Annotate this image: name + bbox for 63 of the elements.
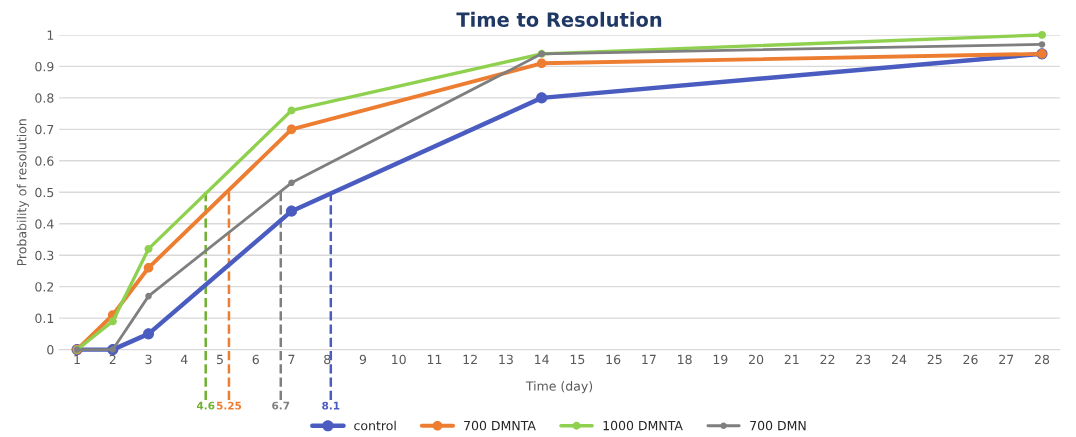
y-tick-label: 0.5 [35, 187, 54, 198]
point [288, 179, 295, 187]
x-tick-label: 28 [1034, 354, 1050, 365]
y-tick-label: 0.7 [35, 124, 54, 135]
x-tick-label: 17 [642, 354, 656, 364]
x-tick-label: 26 [963, 354, 978, 365]
y-tick-label: 1 [47, 30, 54, 40]
point [536, 58, 547, 69]
legend-label: 1000 DMNTA [603, 420, 683, 431]
y-tick-label: 0.2 [35, 282, 54, 292]
x-tick-label: 14 [535, 354, 549, 364]
y-tick-label: 0.3 [35, 250, 54, 261]
x-tick-label: 18 [678, 354, 692, 365]
x-tick-label: 21 [784, 354, 799, 364]
point [143, 263, 154, 273]
point [1038, 41, 1046, 48]
ref-line-label: 4.6 [196, 401, 215, 410]
point [286, 124, 297, 135]
point [1037, 30, 1047, 39]
x-tick-label: 2 [109, 354, 116, 364]
x-tick-label: 16 [606, 354, 621, 365]
y-tick-label: 0 [47, 345, 54, 355]
ref-line-label: 6.7 [272, 401, 290, 410]
x-tick-label: 1 [74, 354, 80, 364]
y-tick-label: 0.1 [35, 313, 54, 324]
y-tick-label: 0.4 [35, 219, 54, 229]
x-tick-label: 6 [252, 354, 259, 365]
ref-line-label: 8.1 [322, 401, 340, 410]
legend-label: control [354, 420, 396, 431]
y-tick-label: 0.6 [35, 156, 54, 166]
point [144, 244, 153, 253]
x-tick-label: 3 [145, 354, 152, 365]
legend-label: 700 DMNTA [464, 420, 536, 431]
x-axis-title: Time (day) [525, 381, 593, 394]
ref-line-label: 5.25 [216, 401, 242, 410]
chart-title: Time to Resolution [456, 11, 662, 27]
x-tick-label: 8 [324, 354, 331, 365]
x-tick-label: 10 [392, 354, 406, 365]
x-tick-label: 13 [499, 354, 513, 365]
x-tick-label: 24 [892, 354, 907, 364]
point [108, 317, 117, 326]
point [142, 328, 155, 340]
x-tick-label: 23 [856, 354, 871, 365]
x-tick-label: 9 [359, 354, 367, 365]
x-tick-label: 25 [927, 354, 942, 365]
x-tick-label: 27 [999, 354, 1014, 364]
point [285, 205, 298, 217]
y-axis-title: Probability of resolution [16, 119, 29, 266]
x-tick-label: 4 [180, 354, 188, 364]
x-tick-label: 20 [749, 354, 764, 365]
x-tick-label: 22 [820, 354, 835, 364]
point [536, 92, 548, 104]
x-tick-label: 7 [288, 354, 295, 364]
x-tick-label: 15 [570, 354, 585, 365]
legend-label: 700 DMN [750, 420, 806, 431]
x-tick-label: 11 [427, 354, 442, 364]
point [145, 292, 152, 300]
x-tick-label: 12 [463, 354, 477, 364]
x-tick-label: 5 [216, 354, 223, 365]
x-tick-label: 19 [713, 354, 728, 365]
y-tick-label: 0.8 [35, 93, 54, 103]
point [287, 106, 296, 115]
y-tick-label: 0.9 [35, 61, 54, 72]
